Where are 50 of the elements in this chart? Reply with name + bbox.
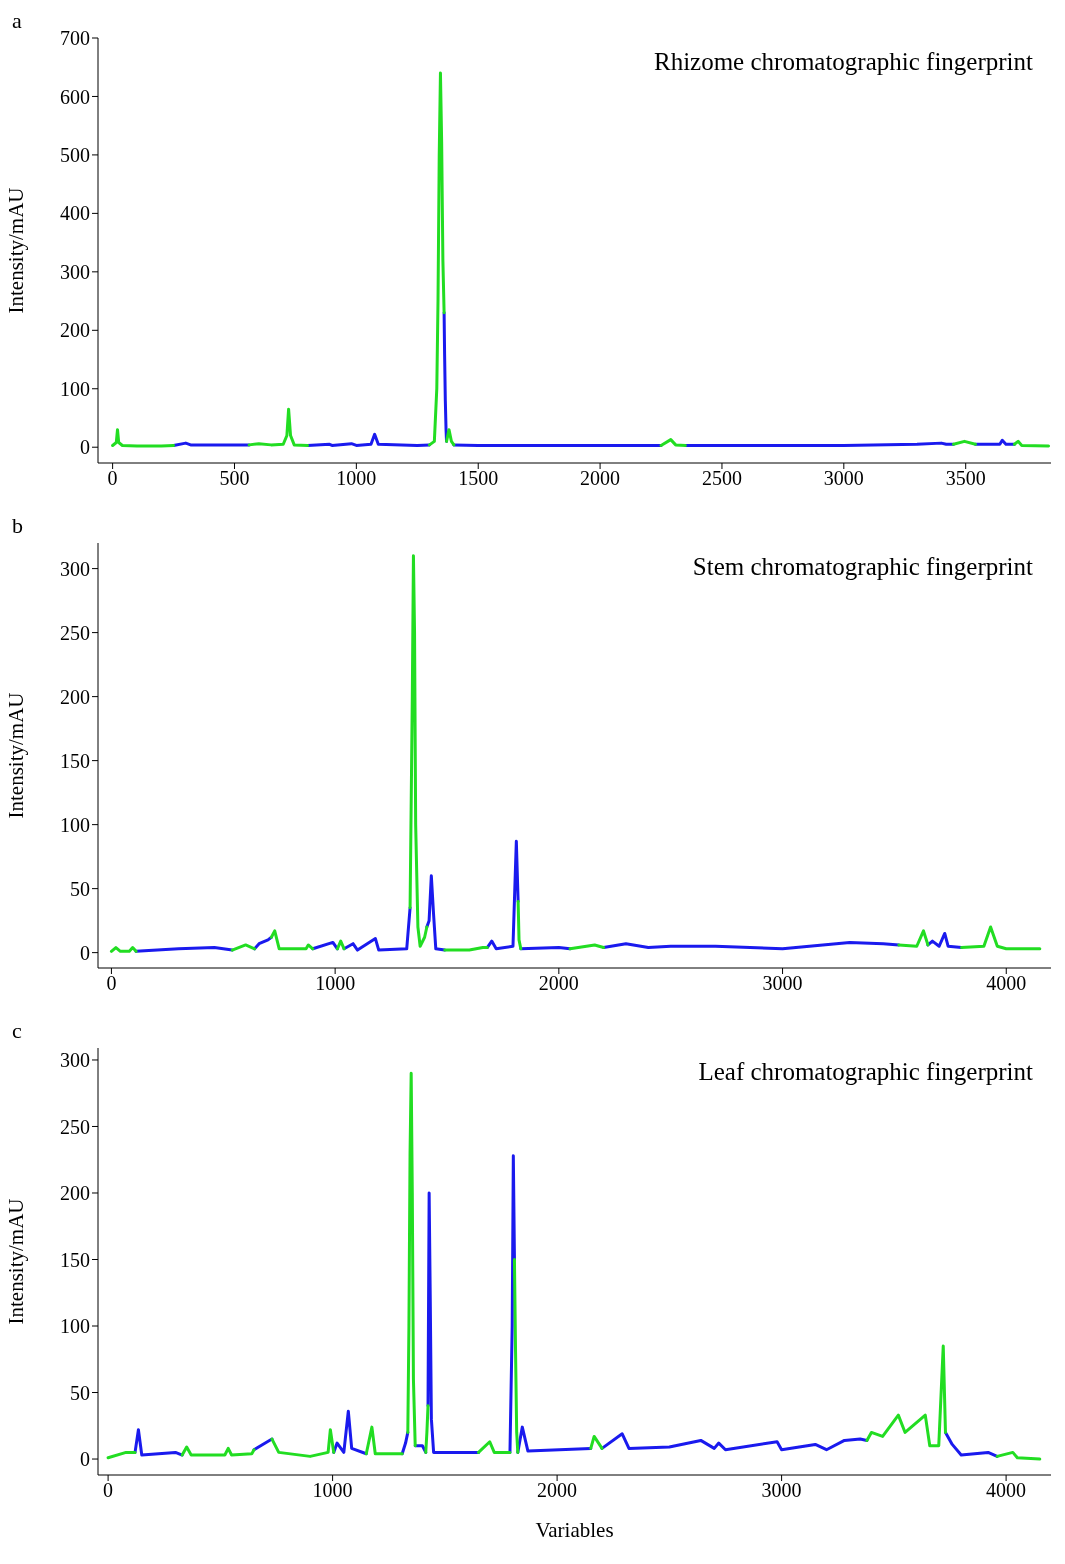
x-tick-label: 1000 [312,1479,353,1502]
y-tick-label: 0 [80,1448,90,1471]
y-axis-title: Intensity/mAU [4,692,29,819]
x-tick-label: 2500 [701,467,742,490]
x-axis-title: Variables [535,1518,614,1542]
x-tick-label: 1000 [315,972,356,995]
y-tick-label: 600 [60,85,90,108]
x-tick-label: 0 [103,1479,114,1502]
x-tick-label: 0 [107,467,118,490]
text: c [12,1018,22,1044]
y-tick-label: 300 [60,260,90,283]
y-tick-label: 50 [70,1381,90,1404]
y-tick-label: 0 [80,436,90,459]
y-tick-label: 200 [60,685,90,708]
x-tick-label: 500 [219,467,250,490]
y-tick-label: 250 [60,621,90,644]
y-tick-label: 250 [60,1115,90,1138]
text: b [12,513,23,539]
text: a [12,8,22,34]
x-tick-label: 3500 [945,467,986,490]
x-tick-label: 4000 [986,1479,1027,1502]
y-tick-label: 200 [60,319,90,342]
y-tick-label: 0 [80,941,90,964]
x-tick-label: 3000 [762,972,803,995]
y-tick-label: 150 [60,749,90,772]
x-tick-label: 2000 [580,467,621,490]
y-tick-label: 700 [60,27,90,50]
x-tick-label: 1000 [336,467,377,490]
y-axis-title: Intensity/mAU [4,1198,29,1325]
x-tick-label: 1500 [458,467,499,490]
y-tick-label: 100 [60,1315,90,1338]
x-tick-label: 3000 [761,1479,802,1502]
y-tick-label: 100 [60,377,90,400]
x-tick-label: 4000 [986,972,1027,995]
x-tick-label: 2000 [538,972,579,995]
y-tick-label: 150 [60,1248,90,1271]
x-tick-label: 2000 [537,1479,578,1502]
y-tick-label: 200 [60,1182,90,1205]
y-tick-label: 500 [60,144,90,167]
y-tick-label: 300 [60,557,90,580]
chart-title: Leaf chromatographic fingerprint [698,1058,1033,1086]
x-tick-label: 0 [106,972,117,995]
chart-title: Stem chromatographic fingerprint [692,553,1033,581]
y-tick-label: 50 [70,877,90,900]
y-axis-title: Intensity/mAU [4,187,29,314]
y-tick-label: 300 [60,1049,90,1072]
x-tick-label: 3000 [823,467,864,490]
y-tick-label: 100 [60,813,90,836]
chart-title: Rhizome chromatographic fingerprint [653,48,1033,76]
y-tick-label: 400 [60,202,90,225]
